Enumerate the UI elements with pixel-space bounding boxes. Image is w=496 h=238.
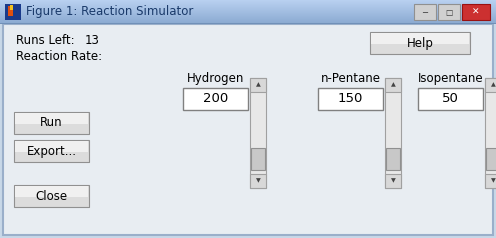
Bar xyxy=(386,148,400,170)
Text: ▲: ▲ xyxy=(491,83,496,88)
Bar xyxy=(0,4,496,5)
Bar xyxy=(15,141,88,152)
Bar xyxy=(0,16,496,17)
Text: 50: 50 xyxy=(442,93,459,105)
Bar xyxy=(15,113,88,124)
Bar xyxy=(438,4,460,20)
Text: Help: Help xyxy=(407,36,434,50)
Text: ✕: ✕ xyxy=(472,8,480,16)
Bar xyxy=(385,174,401,188)
Bar xyxy=(5,4,21,20)
Bar xyxy=(0,0,496,1)
Text: ▲: ▲ xyxy=(255,83,260,88)
Text: Close: Close xyxy=(35,189,67,203)
Bar xyxy=(0,13,496,14)
Bar xyxy=(14,140,89,162)
Text: ▼: ▼ xyxy=(391,178,395,183)
Bar xyxy=(0,2,496,3)
Bar xyxy=(15,186,90,208)
Text: Isopentane: Isopentane xyxy=(418,72,483,85)
Bar xyxy=(485,174,496,188)
Bar xyxy=(0,8,496,9)
Bar xyxy=(0,21,496,22)
Text: Run: Run xyxy=(40,116,63,129)
Bar xyxy=(14,185,89,207)
Bar xyxy=(3,24,493,235)
Text: n-Pentane: n-Pentane xyxy=(320,72,380,85)
Bar xyxy=(251,148,265,170)
Bar xyxy=(10,5,13,10)
Bar xyxy=(370,32,470,54)
Bar xyxy=(385,78,401,92)
Bar xyxy=(0,9,496,10)
Bar xyxy=(250,174,266,188)
Bar xyxy=(15,186,88,197)
Bar xyxy=(485,78,496,188)
Bar xyxy=(418,88,483,110)
Bar xyxy=(0,10,496,11)
Bar xyxy=(15,141,90,163)
Bar xyxy=(462,4,490,20)
Text: 13: 13 xyxy=(85,34,100,46)
Bar xyxy=(0,7,496,8)
Bar xyxy=(371,33,469,44)
Bar xyxy=(0,22,496,23)
Bar xyxy=(0,14,496,15)
Bar xyxy=(0,23,496,24)
Bar xyxy=(318,88,383,110)
Bar xyxy=(0,11,496,12)
Text: Hydrogen: Hydrogen xyxy=(187,72,244,85)
Text: Runs Left:: Runs Left: xyxy=(16,34,74,46)
Text: Figure 1: Reaction Simulator: Figure 1: Reaction Simulator xyxy=(26,5,193,19)
Bar xyxy=(183,88,248,110)
Text: 150: 150 xyxy=(338,93,363,105)
Bar xyxy=(0,19,496,20)
Text: Reaction Rate:: Reaction Rate: xyxy=(16,50,102,63)
Bar xyxy=(15,113,90,135)
Text: ▲: ▲ xyxy=(391,83,395,88)
Bar xyxy=(14,112,89,134)
Bar xyxy=(414,4,436,20)
Bar xyxy=(371,33,471,55)
Text: ▼: ▼ xyxy=(491,178,496,183)
Bar xyxy=(486,148,496,170)
Text: 200: 200 xyxy=(203,93,228,105)
Bar xyxy=(250,78,266,188)
Text: □: □ xyxy=(445,8,453,16)
Bar xyxy=(0,3,496,4)
Bar xyxy=(0,1,496,2)
Bar xyxy=(8,6,13,16)
Bar xyxy=(0,23,496,24)
Bar xyxy=(0,20,496,21)
Bar xyxy=(385,78,401,188)
Bar xyxy=(0,6,496,7)
Bar xyxy=(485,78,496,92)
Bar xyxy=(0,5,496,6)
Bar xyxy=(0,18,496,19)
Text: Export...: Export... xyxy=(26,144,76,158)
Text: ─: ─ xyxy=(423,8,428,16)
Bar xyxy=(0,15,496,16)
Text: ▼: ▼ xyxy=(255,178,260,183)
Bar xyxy=(0,12,496,13)
Bar xyxy=(0,17,496,18)
Bar xyxy=(250,78,266,92)
